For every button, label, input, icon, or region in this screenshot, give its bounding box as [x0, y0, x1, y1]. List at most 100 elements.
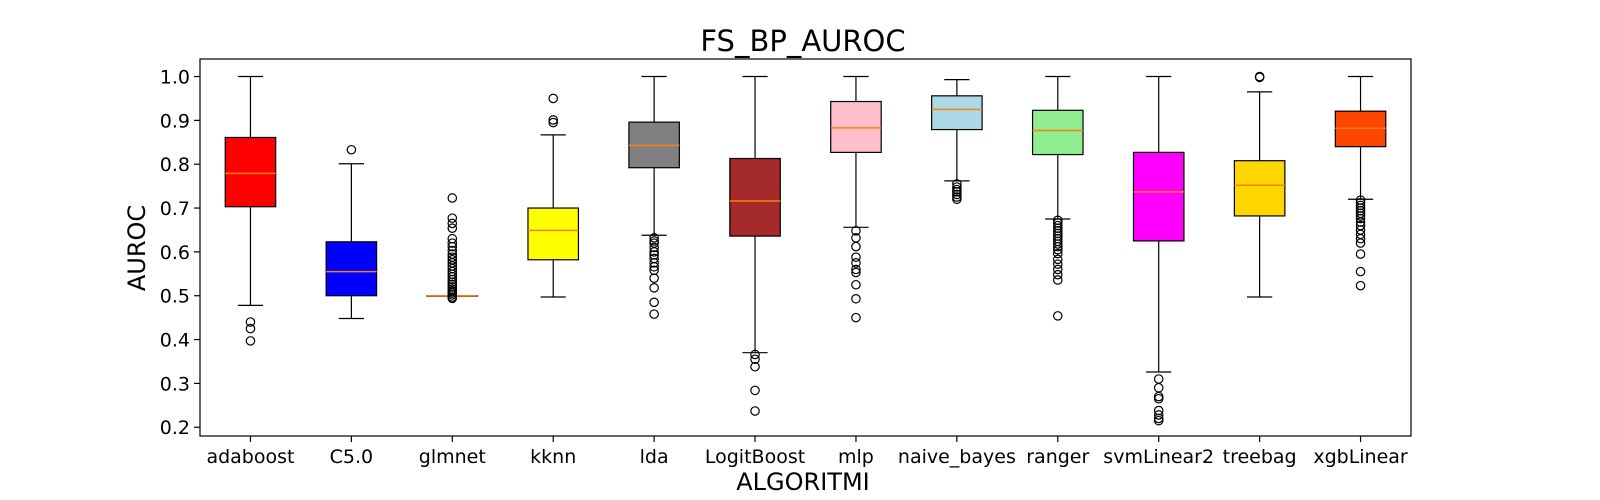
outlier-point	[649, 247, 659, 257]
outlier-point	[447, 241, 458, 252]
outlier-point	[1052, 239, 1063, 249]
y-tick-label: 0.7	[160, 198, 190, 220]
outlier-point	[750, 354, 760, 365]
outlier-point	[649, 283, 659, 293]
outlier-point	[750, 406, 760, 416]
outlier-point	[649, 309, 659, 319]
x-axis-title: ALGORITMI	[736, 468, 869, 496]
outlier-point	[1355, 213, 1366, 224]
outlier-point	[649, 258, 659, 268]
outlier-point	[1355, 238, 1366, 248]
x-tick-label: kknn	[530, 446, 576, 468]
box-treebag	[1233, 160, 1286, 217]
outlier-point	[1052, 248, 1063, 259]
outlier-point	[649, 273, 659, 283]
y-tick-label: 1.0	[160, 67, 190, 89]
outlier-point	[1153, 393, 1164, 404]
box-naive_bayes	[931, 95, 983, 131]
outlier-point	[649, 297, 659, 308]
outlier-point	[1355, 233, 1366, 244]
outlier-point	[1355, 249, 1366, 259]
outlier-point	[1153, 410, 1164, 420]
outlier-point	[851, 258, 861, 268]
outlier-point	[851, 226, 861, 236]
outlier-point	[851, 312, 861, 323]
outlier-point	[952, 194, 962, 205]
plot-frame	[199, 58, 1412, 437]
outlier-point	[447, 238, 458, 248]
outlier-point	[1052, 254, 1063, 265]
outlier-point	[447, 293, 458, 304]
x-tick-label: C5.0	[330, 446, 373, 468]
outlier-point	[447, 272, 458, 282]
x-tick-label: svmLinear2	[1103, 446, 1214, 468]
outlier-point	[851, 279, 861, 290]
outlier-point	[952, 187, 962, 197]
outlier-point	[1052, 269, 1063, 280]
outlier-point	[1153, 382, 1164, 393]
y-tick-label: 0.3	[160, 373, 190, 395]
outlier-point	[750, 361, 760, 372]
outlier-point	[1052, 275, 1063, 285]
outlier-point	[649, 233, 659, 243]
outlier-point	[548, 117, 559, 128]
outlier-point	[1052, 259, 1063, 269]
x-tick-label: xgbLinear	[1313, 446, 1408, 468]
x-tick-label: lda	[640, 446, 669, 468]
box-kknn	[527, 207, 580, 261]
outlier-point	[952, 182, 962, 192]
outlier-point	[1153, 374, 1164, 384]
outlier-point	[447, 274, 458, 285]
outlier-point	[1355, 280, 1366, 291]
outlier-point	[851, 252, 861, 262]
x-tick-label: mlp	[838, 446, 874, 468]
x-tick-label: LogitBoost	[705, 446, 805, 468]
box-C5.0	[325, 241, 378, 297]
outlier-point	[952, 189, 962, 200]
outlier-point	[1052, 311, 1063, 321]
outlier-point	[245, 323, 256, 334]
outlier-point	[1052, 244, 1063, 255]
outlier-point	[1355, 211, 1366, 221]
outlier-point	[851, 267, 861, 278]
chart-title: FS_BP_AUROC	[700, 24, 905, 58]
outlier-point	[851, 264, 861, 275]
outlier-point	[750, 385, 760, 396]
outlier-point	[750, 349, 760, 360]
box-adaboost	[224, 136, 277, 208]
y-tick-label: 0.2	[160, 417, 190, 439]
box-svmLinear2	[1132, 151, 1185, 242]
x-tick-label: adaboost	[206, 446, 294, 468]
outlier-point	[649, 242, 659, 253]
box-LogitBoost	[729, 157, 781, 237]
outlier-point	[1355, 266, 1366, 277]
outlier-point	[1254, 72, 1265, 83]
outlier-point	[1153, 415, 1164, 426]
outlier-point	[851, 241, 861, 252]
y-tick-label: 0.5	[160, 286, 190, 308]
outlier-point	[447, 213, 458, 223]
x-tick-label: naive_bayes	[898, 446, 1016, 468]
x-tick-label: glmnet	[419, 446, 486, 468]
plot-area: 0.2 0.3 0.4 0.5 0.6 0.7 0.8 0.9 1.0 adaboost C5.0 g…	[160, 58, 1412, 468]
outlier-point	[649, 261, 659, 272]
outlier-point	[447, 193, 458, 203]
x-tick-label: treebag	[1223, 446, 1297, 468]
y-tick-label: 0.9	[160, 110, 190, 132]
outlier-point	[447, 223, 458, 234]
outlier-point	[447, 218, 458, 229]
outlier-point	[1052, 264, 1063, 275]
outlier-point	[346, 144, 357, 155]
outlier-point	[447, 245, 458, 256]
x-tick-label: ranger	[1026, 446, 1089, 468]
outlier-point	[245, 317, 256, 327]
y-tick-label: 0.8	[160, 154, 190, 176]
y-tick-label: 0.6	[160, 242, 190, 264]
y-tick-label: 0.4	[160, 330, 190, 352]
outlier-point	[548, 93, 559, 104]
outlier-point	[548, 115, 559, 125]
y-axis-title: AUROC	[123, 205, 151, 291]
box-ranger	[1031, 109, 1084, 156]
outlier-point	[245, 336, 256, 346]
